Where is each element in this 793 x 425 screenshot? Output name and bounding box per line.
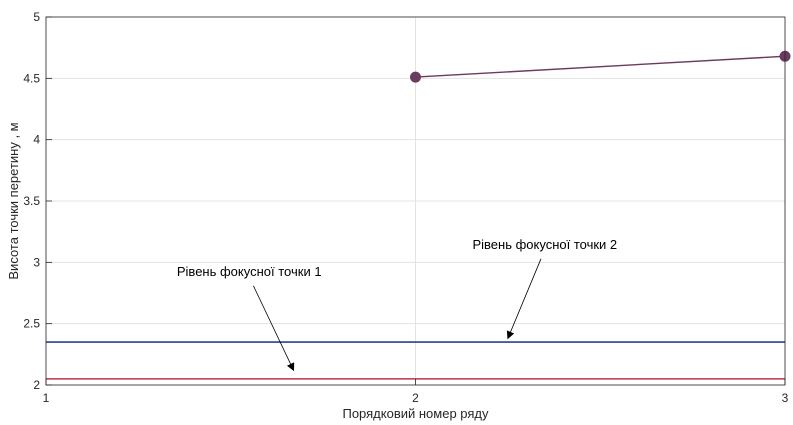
y-tick-label: 2 <box>33 378 40 392</box>
annotation-arrow-2 <box>506 258 542 340</box>
x-axis-ticks: 1 2 3 <box>43 379 789 405</box>
x-axis-label: Порядковий номер ряду <box>342 406 489 421</box>
y-tick-label: 4 <box>33 133 40 147</box>
x-tick-label: 1 <box>43 391 50 405</box>
reference-lines <box>46 341 785 380</box>
y-tick-label: 3.5 <box>23 194 40 208</box>
series-line <box>415 55 786 78</box>
annotation-text-2: Рівень фокусної точки 2 <box>472 237 617 252</box>
y-tick-label: 5 <box>33 10 40 24</box>
annotation-text-1: Рівень фокусної точки 1 <box>177 264 322 279</box>
annotation-arrow-1 <box>253 285 295 372</box>
y-tick-label: 3 <box>33 255 40 269</box>
x-tick-label: 2 <box>412 391 419 405</box>
y-tick-label: 4.5 <box>23 71 40 85</box>
y-axis-ticks: 2 2.5 3 3.5 4 4.5 5 <box>23 10 52 392</box>
annotations: Рівень фокусної точки 1 Рівень фокусної т… <box>177 237 617 372</box>
data-point <box>410 71 421 83</box>
x-tick-label: 3 <box>782 391 789 405</box>
y-tick-label: 2.5 <box>23 317 40 331</box>
y-axis-label: Висота точки перетину , м <box>6 122 21 279</box>
